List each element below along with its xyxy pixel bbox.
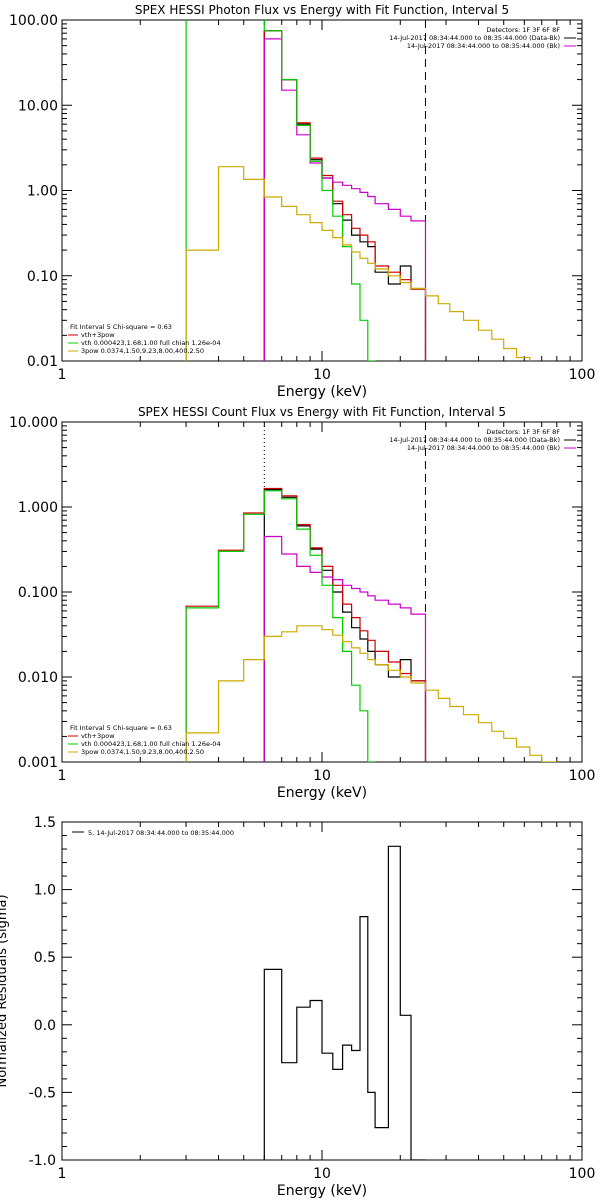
x-tick-label: 1 (58, 1166, 67, 1182)
y-tick-label: 0.5 (34, 950, 56, 966)
chart-title: SPEX HESSI Photon Flux vs Energy with Fi… (135, 3, 509, 17)
series-group (185, 487, 558, 762)
legend-entry: 3pow 0.0374,1.50,9.23,8.00,400,2.50 (81, 347, 204, 355)
y-tick-label: 1.0 (34, 883, 56, 899)
x-tick-label: 10 (313, 768, 331, 784)
y-tick-label: 1.5 (34, 815, 56, 831)
y-tick-label: -1.0 (29, 1153, 56, 1169)
y-tick-label: 0.100 (18, 585, 58, 601)
legend-entry: Fit Interval 5 Chi-square = 0.63 (70, 323, 172, 331)
x-tick-label: 10 (313, 1166, 331, 1182)
y-tick-label: 0.0 (34, 1018, 56, 1034)
y-tick-label: 100.00 (9, 13, 58, 29)
y-tick-label: 0.010 (18, 670, 58, 686)
series-line-1 (263, 30, 427, 361)
series-line-1 (263, 489, 427, 762)
series-line-4 (185, 20, 376, 361)
x-axis-label: Energy (keV) (277, 1183, 367, 1199)
legend-entry: vth 0.000423,1.68,1.00 full chian 1.26e-… (81, 740, 221, 748)
y-tick-label: -0.5 (29, 1085, 56, 1101)
series-line-1 (263, 845, 426, 1160)
legend-entry: vth+3pow (81, 732, 115, 740)
series-line-5 (185, 625, 558, 762)
y-tick-label: 0.01 (27, 354, 58, 370)
plot-frame (61, 821, 583, 1161)
y-axis-label: Normalized Residuals (sigma) (0, 894, 10, 1087)
y-tick-label: 0.001 (18, 755, 58, 771)
x-tick-label: 100 (569, 367, 596, 383)
legend-entry: 3pow 0.0374,1.50,9.23,8.00,400,2.50 (81, 748, 204, 756)
legend-entry: 14-Jul-2017 08:34:44.000 to 08:35:44.000… (389, 34, 560, 42)
plot-frame (61, 421, 583, 763)
legend-entry: 14-Jul-2017 08:34:44.000 to 08:35:44.000… (389, 436, 560, 444)
chart-title: SPEX HESSI Count Flux vs Energy with Fit… (138, 405, 506, 419)
series-group (185, 20, 531, 361)
y-tick-label: 1.00 (27, 184, 58, 200)
x-tick-label: 10 (313, 367, 331, 383)
y-tick-label: 10.00 (18, 98, 58, 114)
legend-entry: 5, 14-Jul-2017 08:34:44.000 to 08:35:44.… (88, 829, 234, 837)
legend-entry: vth 0.000423,1.68,1.00 full chian 1.26e-… (81, 339, 221, 347)
legend-entry: 14-Jul-2017 08:34:44.000 to 08:35:44.000… (407, 444, 560, 452)
chart-3: 1 10 100 Energy (keV) -1.0 -0.5 0.0 0.5 1.0 1.5 No… (0, 815, 595, 1199)
legend-entry: vth+3pow (81, 331, 115, 339)
y-tick-label: 1.000 (18, 500, 58, 516)
legend-entry: Fit Interval 5 Chi-square = 0.63 (70, 724, 172, 732)
chart-1: SPEX HESSI Photon Flux vs Energy with Fi… (9, 3, 596, 400)
x-tick-label: 1 (58, 367, 67, 383)
series-line-5 (185, 166, 531, 361)
legend-entry: Detectors: 1F 3F 6F 8F (486, 26, 560, 34)
y-tick-label: 10.000 (9, 415, 58, 431)
legend-entry: 14-Jul-2017 08:34:44.000 to 08:35:44.000… (407, 42, 560, 50)
x-tick-label: 1 (58, 768, 67, 784)
y-tick-label: 0.10 (27, 269, 58, 285)
series-line-2 (185, 487, 427, 762)
legend-entry: Detectors: 1F 3F 6F 8F (486, 428, 560, 436)
series-group (263, 845, 426, 1160)
x-tick-label: 100 (569, 1166, 596, 1182)
x-tick-label: 100 (569, 768, 596, 784)
series-line-3 (263, 38, 427, 361)
x-axis-label: Energy (keV) (277, 384, 367, 400)
series-line-2 (263, 30, 427, 361)
x-axis-label: Energy (keV) (277, 785, 367, 801)
series-line-3 (263, 535, 427, 762)
chart-2: SPEX HESSI Count Flux vs Energy with Fit… (9, 405, 595, 801)
series-line-4 (185, 490, 376, 762)
